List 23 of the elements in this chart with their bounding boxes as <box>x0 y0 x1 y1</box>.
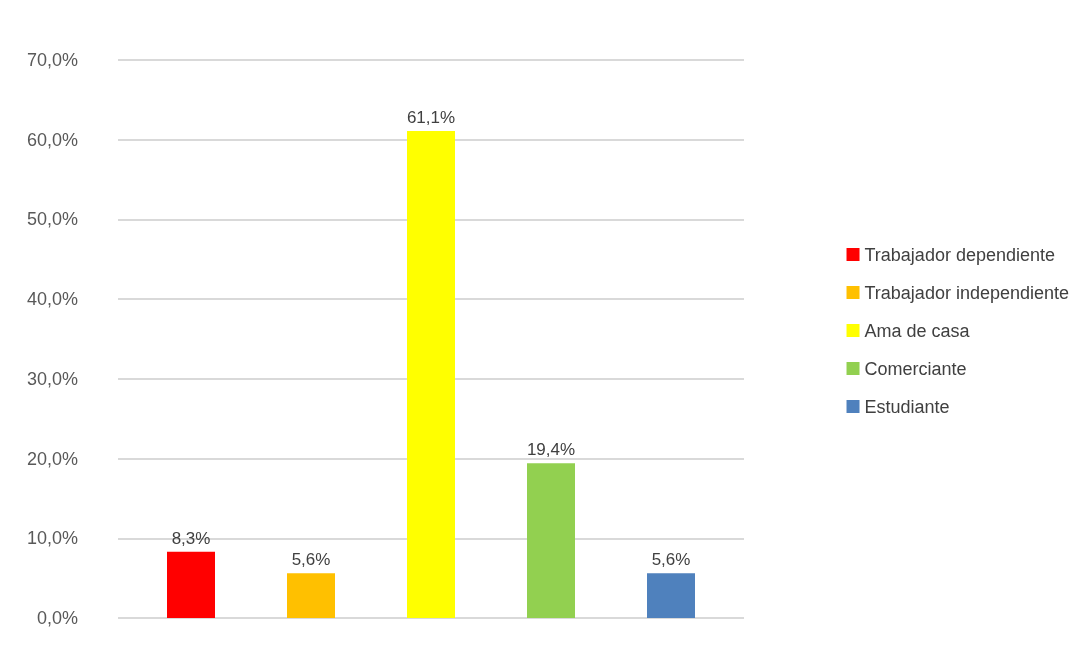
legend-label: Estudiante <box>864 396 950 417</box>
y-tick-label: 20,0% <box>26 448 78 469</box>
data-label: 61,1% <box>406 107 456 127</box>
legend-label: Trabajador independiente <box>864 282 1070 303</box>
y-tick-label: 70,0% <box>26 50 78 70</box>
bar <box>647 573 695 618</box>
legend-label: Ama de casa <box>864 320 971 341</box>
bar <box>407 130 455 618</box>
bar <box>167 551 215 618</box>
legend-label: Trabajador dependiente <box>864 244 1055 265</box>
y-tick-label: 0,0% <box>36 608 78 628</box>
y-tick-label: 30,0% <box>26 368 78 389</box>
data-label: 8,3% <box>171 528 211 548</box>
data-label: 5,6% <box>291 550 331 570</box>
data-label: 19,4% <box>526 440 576 460</box>
y-tick-label: 50,0% <box>26 209 78 230</box>
data-label: 5,6% <box>651 550 691 570</box>
y-tick-label: 60,0% <box>26 129 78 150</box>
bar <box>287 573 335 618</box>
legend-label: Comerciante <box>864 358 967 379</box>
y-tick-label: 10,0% <box>26 528 78 549</box>
bar <box>527 463 575 618</box>
y-tick-label: 40,0% <box>26 289 78 310</box>
